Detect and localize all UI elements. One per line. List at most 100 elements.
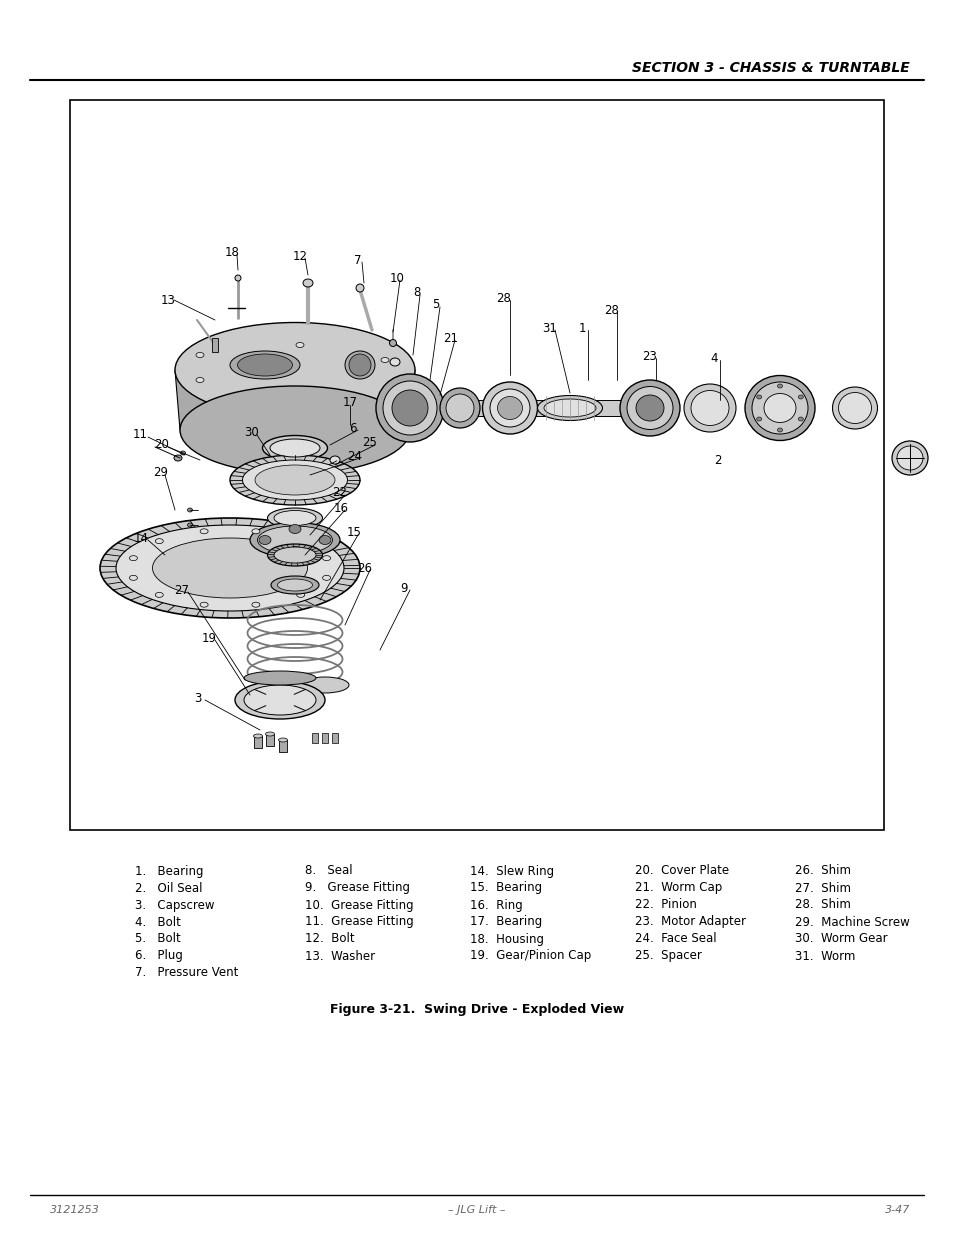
Ellipse shape xyxy=(756,417,760,421)
Text: 7: 7 xyxy=(354,253,361,267)
Ellipse shape xyxy=(798,395,802,399)
Text: 6.   Plug: 6. Plug xyxy=(135,950,183,962)
Text: 30: 30 xyxy=(244,426,259,440)
Text: 4.   Bolt: 4. Bolt xyxy=(135,915,181,929)
Text: 1.   Bearing: 1. Bearing xyxy=(135,864,203,878)
Text: 11: 11 xyxy=(132,427,148,441)
Ellipse shape xyxy=(490,389,530,427)
Text: 23.  Motor Adapter: 23. Motor Adapter xyxy=(635,915,745,929)
Ellipse shape xyxy=(130,556,137,561)
Ellipse shape xyxy=(798,417,802,421)
Text: 19.  Gear/Pinion Cap: 19. Gear/Pinion Cap xyxy=(470,950,591,962)
Ellipse shape xyxy=(777,384,781,388)
Ellipse shape xyxy=(180,387,410,474)
Text: 5.   Bolt: 5. Bolt xyxy=(135,932,180,946)
Ellipse shape xyxy=(355,284,364,291)
Text: 6: 6 xyxy=(349,421,356,435)
Ellipse shape xyxy=(155,538,163,543)
Ellipse shape xyxy=(382,382,436,435)
Ellipse shape xyxy=(295,342,304,347)
Ellipse shape xyxy=(278,739,287,742)
Text: 15.  Bearing: 15. Bearing xyxy=(470,882,541,894)
Text: 29: 29 xyxy=(153,467,169,479)
Bar xyxy=(312,734,317,743)
Ellipse shape xyxy=(270,438,319,457)
Text: 21: 21 xyxy=(443,331,458,345)
Text: 1: 1 xyxy=(578,321,585,335)
Polygon shape xyxy=(174,370,415,430)
Bar xyxy=(212,338,218,352)
Ellipse shape xyxy=(267,543,322,566)
Ellipse shape xyxy=(234,680,325,719)
Ellipse shape xyxy=(777,429,781,432)
Text: 26.  Shim: 26. Shim xyxy=(794,864,850,878)
Ellipse shape xyxy=(195,378,204,383)
Ellipse shape xyxy=(322,556,331,561)
Text: 29.  Machine Screw: 29. Machine Screw xyxy=(794,915,909,929)
Ellipse shape xyxy=(751,382,807,433)
Text: 27.  Shim: 27. Shim xyxy=(794,882,850,894)
Text: 9: 9 xyxy=(400,582,407,594)
Ellipse shape xyxy=(301,677,349,693)
Ellipse shape xyxy=(250,522,339,557)
Text: 2.   Oil Seal: 2. Oil Seal xyxy=(135,882,202,894)
Ellipse shape xyxy=(173,454,182,461)
Text: 22.  Pinion: 22. Pinion xyxy=(635,899,696,911)
Ellipse shape xyxy=(375,374,443,442)
Bar xyxy=(253,736,262,748)
Text: 13.  Washer: 13. Washer xyxy=(305,950,375,962)
Ellipse shape xyxy=(318,536,331,545)
Ellipse shape xyxy=(271,576,318,594)
Text: 31: 31 xyxy=(542,321,557,335)
Ellipse shape xyxy=(345,351,375,379)
Ellipse shape xyxy=(155,593,163,598)
Text: 10: 10 xyxy=(389,272,404,284)
Text: 28: 28 xyxy=(497,291,511,305)
Text: 16: 16 xyxy=(334,501,348,515)
Ellipse shape xyxy=(330,456,339,464)
Text: 26: 26 xyxy=(357,562,372,574)
Ellipse shape xyxy=(274,510,315,526)
Bar xyxy=(70,100,883,830)
Ellipse shape xyxy=(180,451,185,454)
Ellipse shape xyxy=(188,522,193,527)
Ellipse shape xyxy=(289,547,301,556)
Bar xyxy=(322,734,328,743)
Text: 8.   Seal: 8. Seal xyxy=(305,864,353,878)
Ellipse shape xyxy=(636,395,663,421)
Ellipse shape xyxy=(683,384,735,432)
Text: 25.  Spacer: 25. Spacer xyxy=(635,950,701,962)
Text: 2: 2 xyxy=(714,453,721,467)
Text: 22: 22 xyxy=(333,485,347,499)
Ellipse shape xyxy=(303,279,313,287)
Ellipse shape xyxy=(349,354,371,375)
Ellipse shape xyxy=(200,603,208,608)
Ellipse shape xyxy=(152,538,307,598)
Text: 14.  Slew Ring: 14. Slew Ring xyxy=(470,864,554,878)
Ellipse shape xyxy=(230,454,359,505)
Bar xyxy=(266,734,274,746)
Ellipse shape xyxy=(237,354,293,375)
Ellipse shape xyxy=(537,395,602,420)
Ellipse shape xyxy=(626,387,672,430)
Ellipse shape xyxy=(100,517,359,618)
Ellipse shape xyxy=(891,441,927,475)
Text: 14: 14 xyxy=(133,531,149,545)
Text: – JLG Lift –: – JLG Lift – xyxy=(448,1205,505,1215)
Text: 3: 3 xyxy=(194,692,201,704)
Text: 17.  Bearing: 17. Bearing xyxy=(470,915,541,929)
Ellipse shape xyxy=(497,396,522,420)
Bar xyxy=(278,740,287,752)
Ellipse shape xyxy=(389,340,396,347)
Text: 17: 17 xyxy=(342,395,357,409)
Ellipse shape xyxy=(230,351,299,379)
Ellipse shape xyxy=(390,358,399,366)
Text: 10.  Grease Fitting: 10. Grease Fitting xyxy=(305,899,414,911)
Text: 21.  Worm Cap: 21. Worm Cap xyxy=(635,882,721,894)
Ellipse shape xyxy=(277,579,313,592)
Text: 24.  Face Seal: 24. Face Seal xyxy=(635,932,716,946)
Ellipse shape xyxy=(262,436,327,461)
Bar xyxy=(332,734,337,743)
Text: 24: 24 xyxy=(347,450,362,462)
Text: 3.   Capscrew: 3. Capscrew xyxy=(135,899,214,911)
